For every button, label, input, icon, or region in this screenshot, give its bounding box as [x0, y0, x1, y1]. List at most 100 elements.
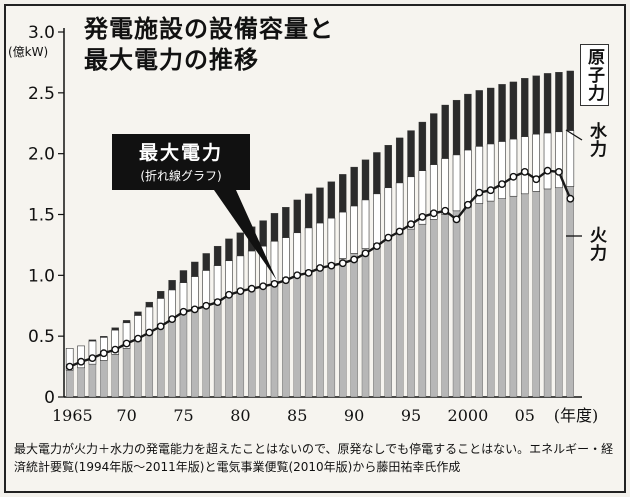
bar-hydro	[270, 240, 279, 282]
max-power-point	[247, 284, 256, 293]
bar-nuclear	[464, 93, 472, 151]
max-power-point	[372, 242, 381, 251]
x-tick-label: 70	[116, 406, 136, 425]
bar-nuclear	[475, 90, 483, 147]
bar-nuclear	[555, 72, 563, 132]
bar-nuclear	[430, 113, 438, 165]
bar-thermal	[486, 200, 495, 398]
hydro-leader	[565, 129, 583, 141]
bar-nuclear	[225, 238, 233, 261]
bar-hydro	[543, 132, 552, 190]
bar-nuclear	[373, 152, 381, 194]
bar-nuclear	[157, 290, 165, 299]
x-tick-label: 75	[173, 406, 193, 425]
bar-thermal	[145, 333, 154, 398]
bar-thermal	[475, 203, 483, 398]
bar-hydro	[77, 345, 85, 369]
bar-nuclear	[236, 232, 245, 257]
bar-hydro	[509, 138, 518, 197]
max-power-point	[338, 259, 347, 268]
y-tick-label: 1.0	[28, 266, 55, 286]
bar-hydro	[236, 255, 245, 293]
bar-thermal	[122, 348, 131, 398]
bar-thermal	[395, 233, 404, 398]
max-power-callout: 最大電力 (折れ線グラフ)	[112, 134, 250, 190]
bar-hydro	[304, 227, 313, 271]
bar-hydro	[282, 237, 290, 279]
bar-hydro	[350, 205, 358, 254]
y-tick-label: 1.5	[28, 206, 55, 226]
max-power-point	[441, 206, 450, 215]
max-power-point	[395, 227, 404, 236]
bar-thermal	[407, 228, 415, 398]
bar-thermal	[191, 308, 199, 398]
max-power-point	[259, 282, 267, 291]
bar-hydro	[373, 193, 381, 245]
max-power-point	[236, 287, 245, 295]
bar-nuclear	[532, 75, 540, 135]
x-tick-label: 95	[401, 406, 421, 425]
max-power-point	[555, 167, 563, 176]
bar-nuclear	[145, 301, 154, 308]
bar-thermal	[111, 354, 119, 398]
max-power-point	[179, 307, 188, 316]
bar-thermal	[248, 288, 256, 398]
bar-thermal	[179, 312, 188, 398]
max-power-point	[486, 186, 495, 195]
x-tick-label: 90	[344, 406, 364, 425]
max-power-point	[168, 315, 177, 323]
bar-nuclear	[316, 187, 324, 224]
bar-thermal	[464, 207, 472, 398]
x-tick-label: 1965	[52, 406, 93, 425]
max-power-point	[475, 188, 484, 197]
title-line-1: 発電施設の設備容量と	[84, 15, 334, 43]
y-tick-label: 0	[44, 388, 55, 408]
max-power-point	[270, 279, 279, 288]
bar-nuclear	[418, 121, 427, 171]
bar-nuclear	[259, 220, 267, 247]
bar-hydro	[361, 199, 370, 249]
bar-thermal	[441, 214, 449, 398]
y-axis-unit: (億kW)	[8, 45, 49, 59]
bar-thermal	[327, 263, 336, 398]
max-power-point	[350, 255, 358, 264]
max-power-point	[88, 354, 97, 362]
bar-hydro	[452, 154, 461, 212]
bar-nuclear	[293, 199, 301, 233]
bar-nuclear	[111, 327, 119, 331]
callout-subtitle: (折れ線グラフ)	[140, 169, 222, 183]
bar-hydro	[191, 276, 199, 309]
max-power-point	[452, 215, 461, 224]
max-power-point	[225, 290, 233, 299]
bar-thermal	[498, 198, 506, 398]
bar-nuclear	[407, 130, 415, 177]
max-power-point	[111, 345, 120, 354]
bar-hydro	[327, 217, 336, 264]
max-power-point	[429, 209, 438, 218]
y-tick-label: 2.5	[28, 84, 55, 104]
max-power-point	[304, 268, 313, 277]
bar-nuclear	[486, 87, 495, 145]
bar-nuclear	[384, 144, 392, 188]
max-power-point	[65, 362, 74, 371]
bar-nuclear	[521, 78, 529, 137]
bar-hydro	[225, 260, 233, 297]
x-tick-label: 85	[287, 406, 307, 425]
bar-hydro	[338, 211, 347, 259]
max-power-point	[327, 261, 336, 270]
x-tick-label: (年度)	[554, 406, 599, 425]
bar-hydro	[566, 130, 575, 187]
bar-nuclear	[202, 253, 210, 271]
bar-thermal	[543, 188, 552, 398]
bar-nuclear	[134, 311, 142, 316]
bar-thermal	[100, 360, 108, 398]
bar-thermal	[555, 187, 563, 398]
bar-hydro	[498, 141, 506, 199]
bar-nuclear	[179, 270, 188, 283]
max-power-point	[213, 298, 222, 306]
max-power-point	[316, 264, 324, 272]
bar-thermal	[373, 243, 381, 398]
bar-nuclear	[282, 207, 290, 238]
bar-nuclear	[100, 336, 108, 338]
